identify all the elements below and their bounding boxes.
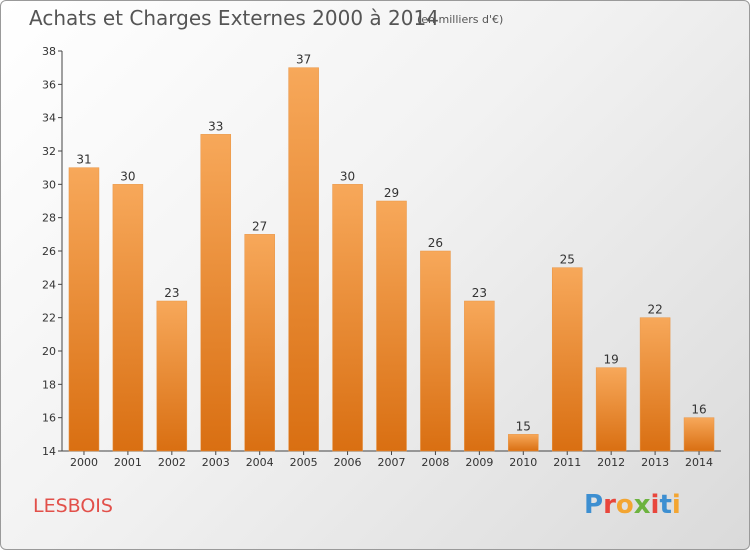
- bar-2003: [200, 134, 232, 452]
- x-tick-label-2012: 2012: [597, 456, 625, 469]
- x-tick-label-2011: 2011: [553, 456, 581, 469]
- x-tick-label-2009: 2009: [465, 456, 493, 469]
- bar-2007: [376, 200, 407, 452]
- y-tick-label: 14: [42, 445, 56, 458]
- value-label-2002: 23: [164, 286, 179, 300]
- bar-2013: [639, 317, 671, 452]
- x-tick-label-2006: 2006: [334, 456, 362, 469]
- x-tick-label-2004: 2004: [246, 456, 274, 469]
- y-tick-label: 34: [42, 112, 56, 125]
- value-label-2008: 26: [428, 236, 443, 250]
- chart-axes: 14 16 18 20 22 24 26 28 30 32 34 36 38 2000 2001 2002 20…: [42, 45, 721, 469]
- value-label-2012: 19: [604, 353, 619, 367]
- value-label-2011: 25: [560, 253, 575, 267]
- x-tick-label-2014: 2014: [685, 456, 713, 469]
- value-label-2010: 15: [516, 419, 531, 433]
- x-tick-label-2003: 2003: [202, 456, 230, 469]
- bar-2002: [156, 300, 188, 452]
- y-tick-label: 32: [42, 145, 56, 158]
- value-label-2014: 16: [691, 403, 706, 417]
- bar-2009: [464, 300, 495, 452]
- x-tick-label-2013: 2013: [641, 456, 669, 469]
- y-tick-label: 28: [42, 212, 56, 225]
- bar-2008: [420, 250, 451, 452]
- value-label-2007: 29: [384, 186, 399, 200]
- bar-2006: [332, 184, 363, 452]
- x-tick-label-2008: 2008: [421, 456, 449, 469]
- value-label-2001: 30: [120, 169, 135, 183]
- bar-2010: [508, 434, 539, 452]
- chart-title: Achats et Charges Externes 2000 à 2014: [29, 6, 439, 30]
- value-label-2003: 33: [208, 119, 223, 133]
- value-label-2000: 31: [76, 153, 91, 167]
- y-tick-label: 24: [42, 278, 56, 291]
- value-label-2004: 27: [252, 219, 267, 233]
- proxiti-logo[interactable]: Proxiti: [584, 490, 681, 520]
- bar-2004: [244, 234, 275, 452]
- value-label-2006: 30: [340, 169, 355, 183]
- value-label-2013: 22: [647, 303, 662, 317]
- x-tick-label-2002: 2002: [158, 456, 186, 469]
- bar-2000: [68, 167, 100, 452]
- x-tick-label-2010: 2010: [509, 456, 537, 469]
- x-tick-label-2007: 2007: [378, 456, 406, 469]
- y-tick-label: 18: [42, 378, 56, 391]
- y-tick-label: 30: [42, 178, 56, 191]
- bar-2012: [595, 367, 627, 452]
- value-label-2005: 37: [296, 53, 311, 67]
- x-tick-label-2000: 2000: [70, 456, 98, 469]
- commune-name: LESBOIS: [33, 495, 113, 517]
- y-tick-label: 36: [42, 78, 56, 91]
- bar-2001: [112, 184, 144, 452]
- y-tick-label: 20: [42, 345, 56, 358]
- bar-2011: [551, 267, 583, 452]
- y-tick-label: 16: [42, 412, 56, 425]
- value-label-2009: 23: [472, 286, 487, 300]
- x-tick-label-2001: 2001: [114, 456, 142, 469]
- y-tick-label: 26: [42, 245, 56, 258]
- bar-2005: [288, 67, 319, 452]
- bar-series: 31 30 23 33 27 37 30 29 26 23 15 25 19 22 16: [68, 53, 715, 452]
- y-tick-label: 38: [42, 45, 56, 58]
- x-tick-label-2005: 2005: [290, 456, 318, 469]
- chart-subtitle: (en milliers d'€): [417, 13, 504, 26]
- bar-2014: [683, 417, 715, 452]
- y-tick-label: 22: [42, 312, 56, 325]
